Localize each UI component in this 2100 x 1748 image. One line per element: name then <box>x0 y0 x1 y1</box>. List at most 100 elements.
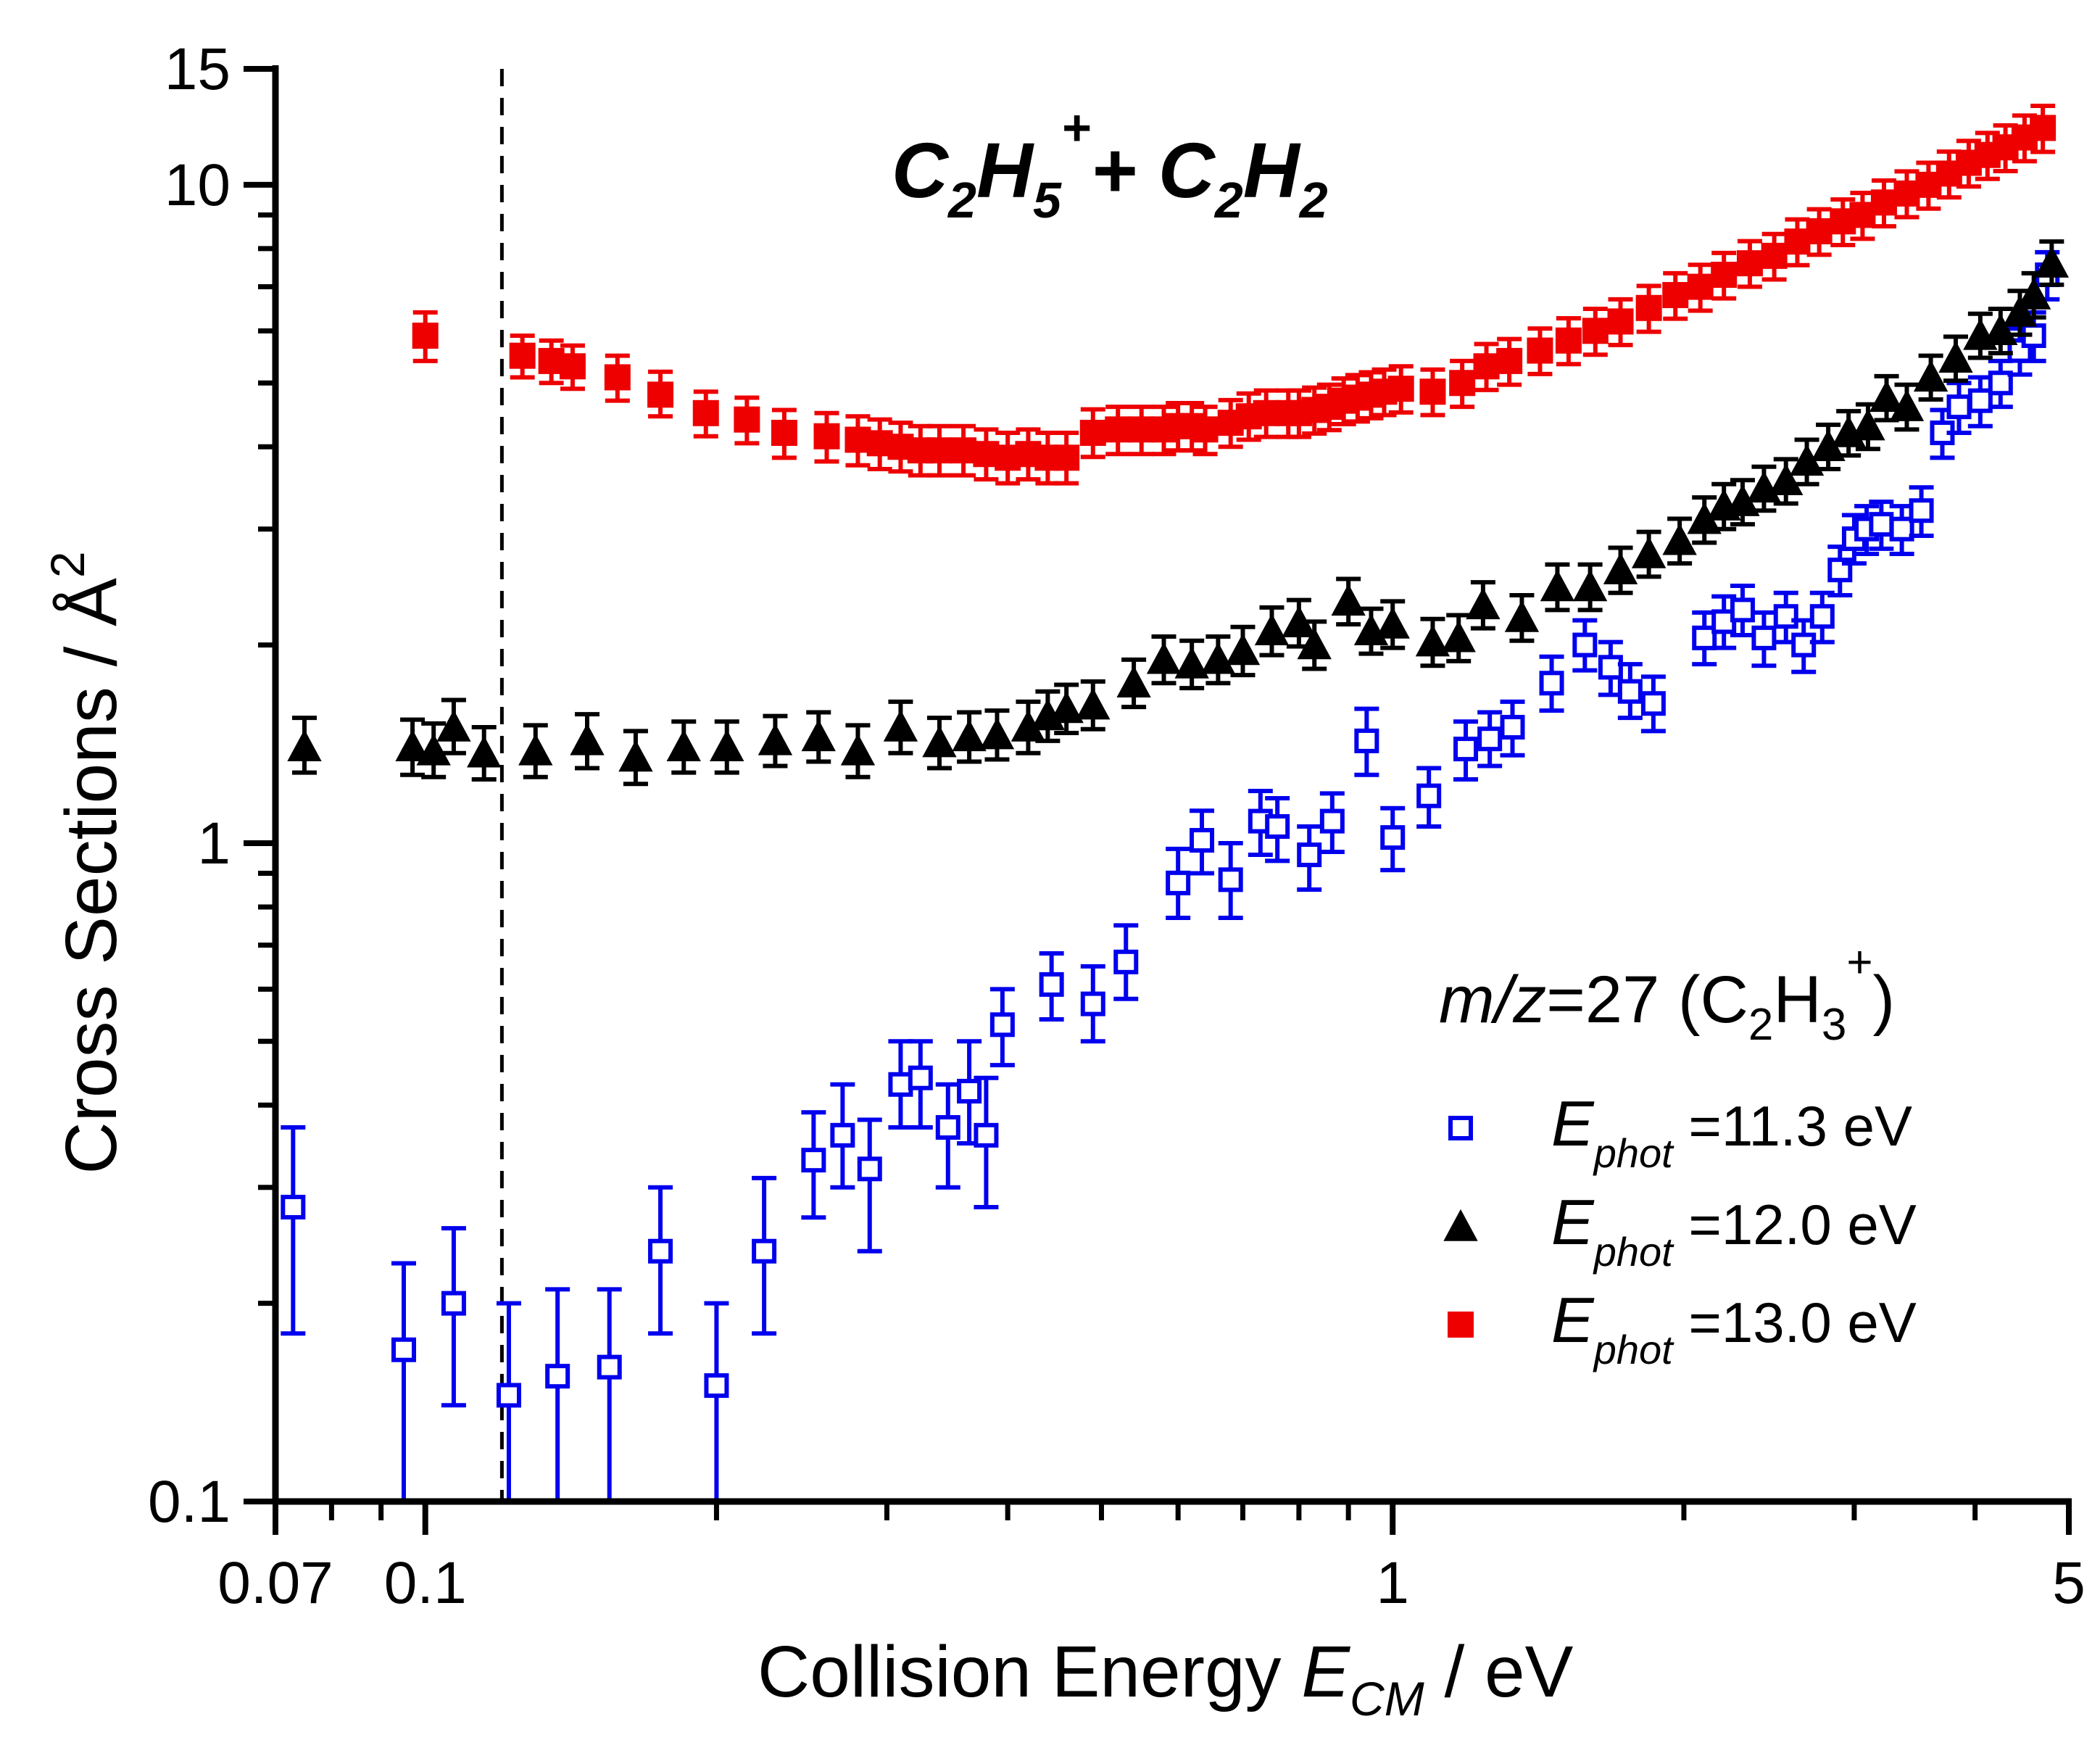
data-point <box>1967 388 1993 413</box>
data-point <box>1769 463 1804 496</box>
y-axis-title: Cross Sections / Å2 <box>41 551 132 1174</box>
legend-title-rest: =27 (C <box>1546 963 1748 1037</box>
data-point <box>1218 867 1243 892</box>
data-point <box>1736 250 1763 277</box>
legend-label-sub: phot <box>1593 1229 1674 1275</box>
legend-entry-2: Ephot =12.0 eV <box>1443 1186 1917 1275</box>
data-point <box>1572 569 1608 602</box>
data-point <box>2016 277 2051 310</box>
data-point <box>1174 647 1209 679</box>
data-point <box>935 1115 960 1140</box>
y-axis-title-unit: Å <box>51 578 132 626</box>
data-point <box>1988 370 2013 396</box>
x-tick-label: 0.1 <box>384 1550 467 1616</box>
data-point <box>752 1238 777 1264</box>
legend-label-var: E <box>1551 1088 1595 1159</box>
data-point <box>559 353 586 380</box>
data-point <box>1128 416 1155 443</box>
x-axis-title-var: E <box>1301 1631 1350 1712</box>
data-point <box>908 1065 933 1090</box>
data-point <box>1466 587 1501 620</box>
data-point <box>1192 416 1219 443</box>
data-point <box>813 423 840 450</box>
title-c2: C <box>1158 126 1216 214</box>
x-axis-title: Collision Energy ECM / eV <box>758 1631 1574 1726</box>
x-tick-label: 0.07 <box>217 1550 333 1616</box>
data-point <box>1983 313 2018 346</box>
data-point <box>1453 737 1479 762</box>
data-point <box>1080 991 1105 1016</box>
data-point <box>1539 671 1564 696</box>
data-point <box>597 1354 622 1380</box>
title-h2: H <box>1243 126 1301 214</box>
data-point <box>771 420 797 447</box>
data-point <box>883 709 918 742</box>
y-tick-label: 0.1 <box>148 1469 231 1535</box>
data-point <box>2007 338 2033 363</box>
data-point <box>1146 642 1182 674</box>
legend-title-mid: H <box>1773 963 1821 1037</box>
data-point <box>1806 218 1833 244</box>
data-point <box>1415 624 1451 657</box>
title-sub2: 5 <box>1033 172 1062 228</box>
data-point <box>647 381 674 408</box>
error-bar <box>704 1301 729 1501</box>
data-point <box>844 426 871 453</box>
data-point <box>1496 347 1523 374</box>
y-tick-label: 1 <box>197 811 231 877</box>
data-point <box>1784 228 1811 255</box>
data-point <box>1791 632 1817 658</box>
data-point <box>974 1122 999 1148</box>
legend-marker <box>1448 1116 1473 1140</box>
legend-marker <box>1448 1312 1474 1338</box>
title-sub4: 2 <box>1298 172 1328 228</box>
data-point <box>1449 370 1476 397</box>
x-axis-title-sub: CM <box>1350 1672 1424 1726</box>
x-tick-label: 5 <box>2052 1550 2086 1616</box>
legend-title-sup: + <box>1846 937 1872 987</box>
y-tick-label: 15 <box>165 36 231 102</box>
data-point <box>1416 783 1442 808</box>
data-point <box>1938 341 1973 373</box>
data-point <box>1687 273 1714 300</box>
data-point <box>888 1072 913 1097</box>
data-point <box>1555 327 1582 354</box>
data-point <box>1851 408 1885 441</box>
data-point <box>950 437 977 464</box>
data-point <box>1711 262 1738 289</box>
data-point <box>692 399 719 426</box>
legend-label-sub: phot <box>1593 1130 1674 1176</box>
data-point <box>1889 516 1914 542</box>
data-point <box>1751 625 1777 650</box>
error-bar <box>597 1287 622 1501</box>
data-point <box>830 1122 855 1148</box>
data-point <box>1540 569 1575 602</box>
error-bar <box>545 1287 570 1501</box>
data-point <box>416 733 451 766</box>
data-point <box>1662 281 1689 308</box>
legend-label-value: =13.0 eV <box>1673 1291 1917 1354</box>
data-layer <box>281 104 2069 1501</box>
data-point <box>979 717 1015 750</box>
data-point <box>1053 444 1080 471</box>
data-point <box>989 1012 1015 1037</box>
data-point <box>1730 597 1755 623</box>
data-point <box>1039 972 1064 997</box>
y-axis-title-text: Cross Sections / <box>51 626 132 1175</box>
data-point <box>2030 115 2057 141</box>
legend-label: Ephot =11.3 eV <box>1551 1088 1912 1176</box>
x-axis-title-suffix: / eV <box>1424 1631 1574 1712</box>
data-point <box>1640 691 1666 716</box>
error-bar <box>857 1117 882 1254</box>
data-point <box>1166 870 1191 895</box>
data-point <box>648 1238 673 1264</box>
data-point <box>1331 584 1366 616</box>
data-point <box>952 719 987 752</box>
data-point <box>1190 828 1215 853</box>
data-point <box>496 1383 521 1408</box>
legend-label-var: E <box>1551 1284 1595 1356</box>
data-point <box>1913 360 1948 392</box>
legend-marker <box>1443 1209 1478 1241</box>
data-point <box>1354 728 1379 753</box>
